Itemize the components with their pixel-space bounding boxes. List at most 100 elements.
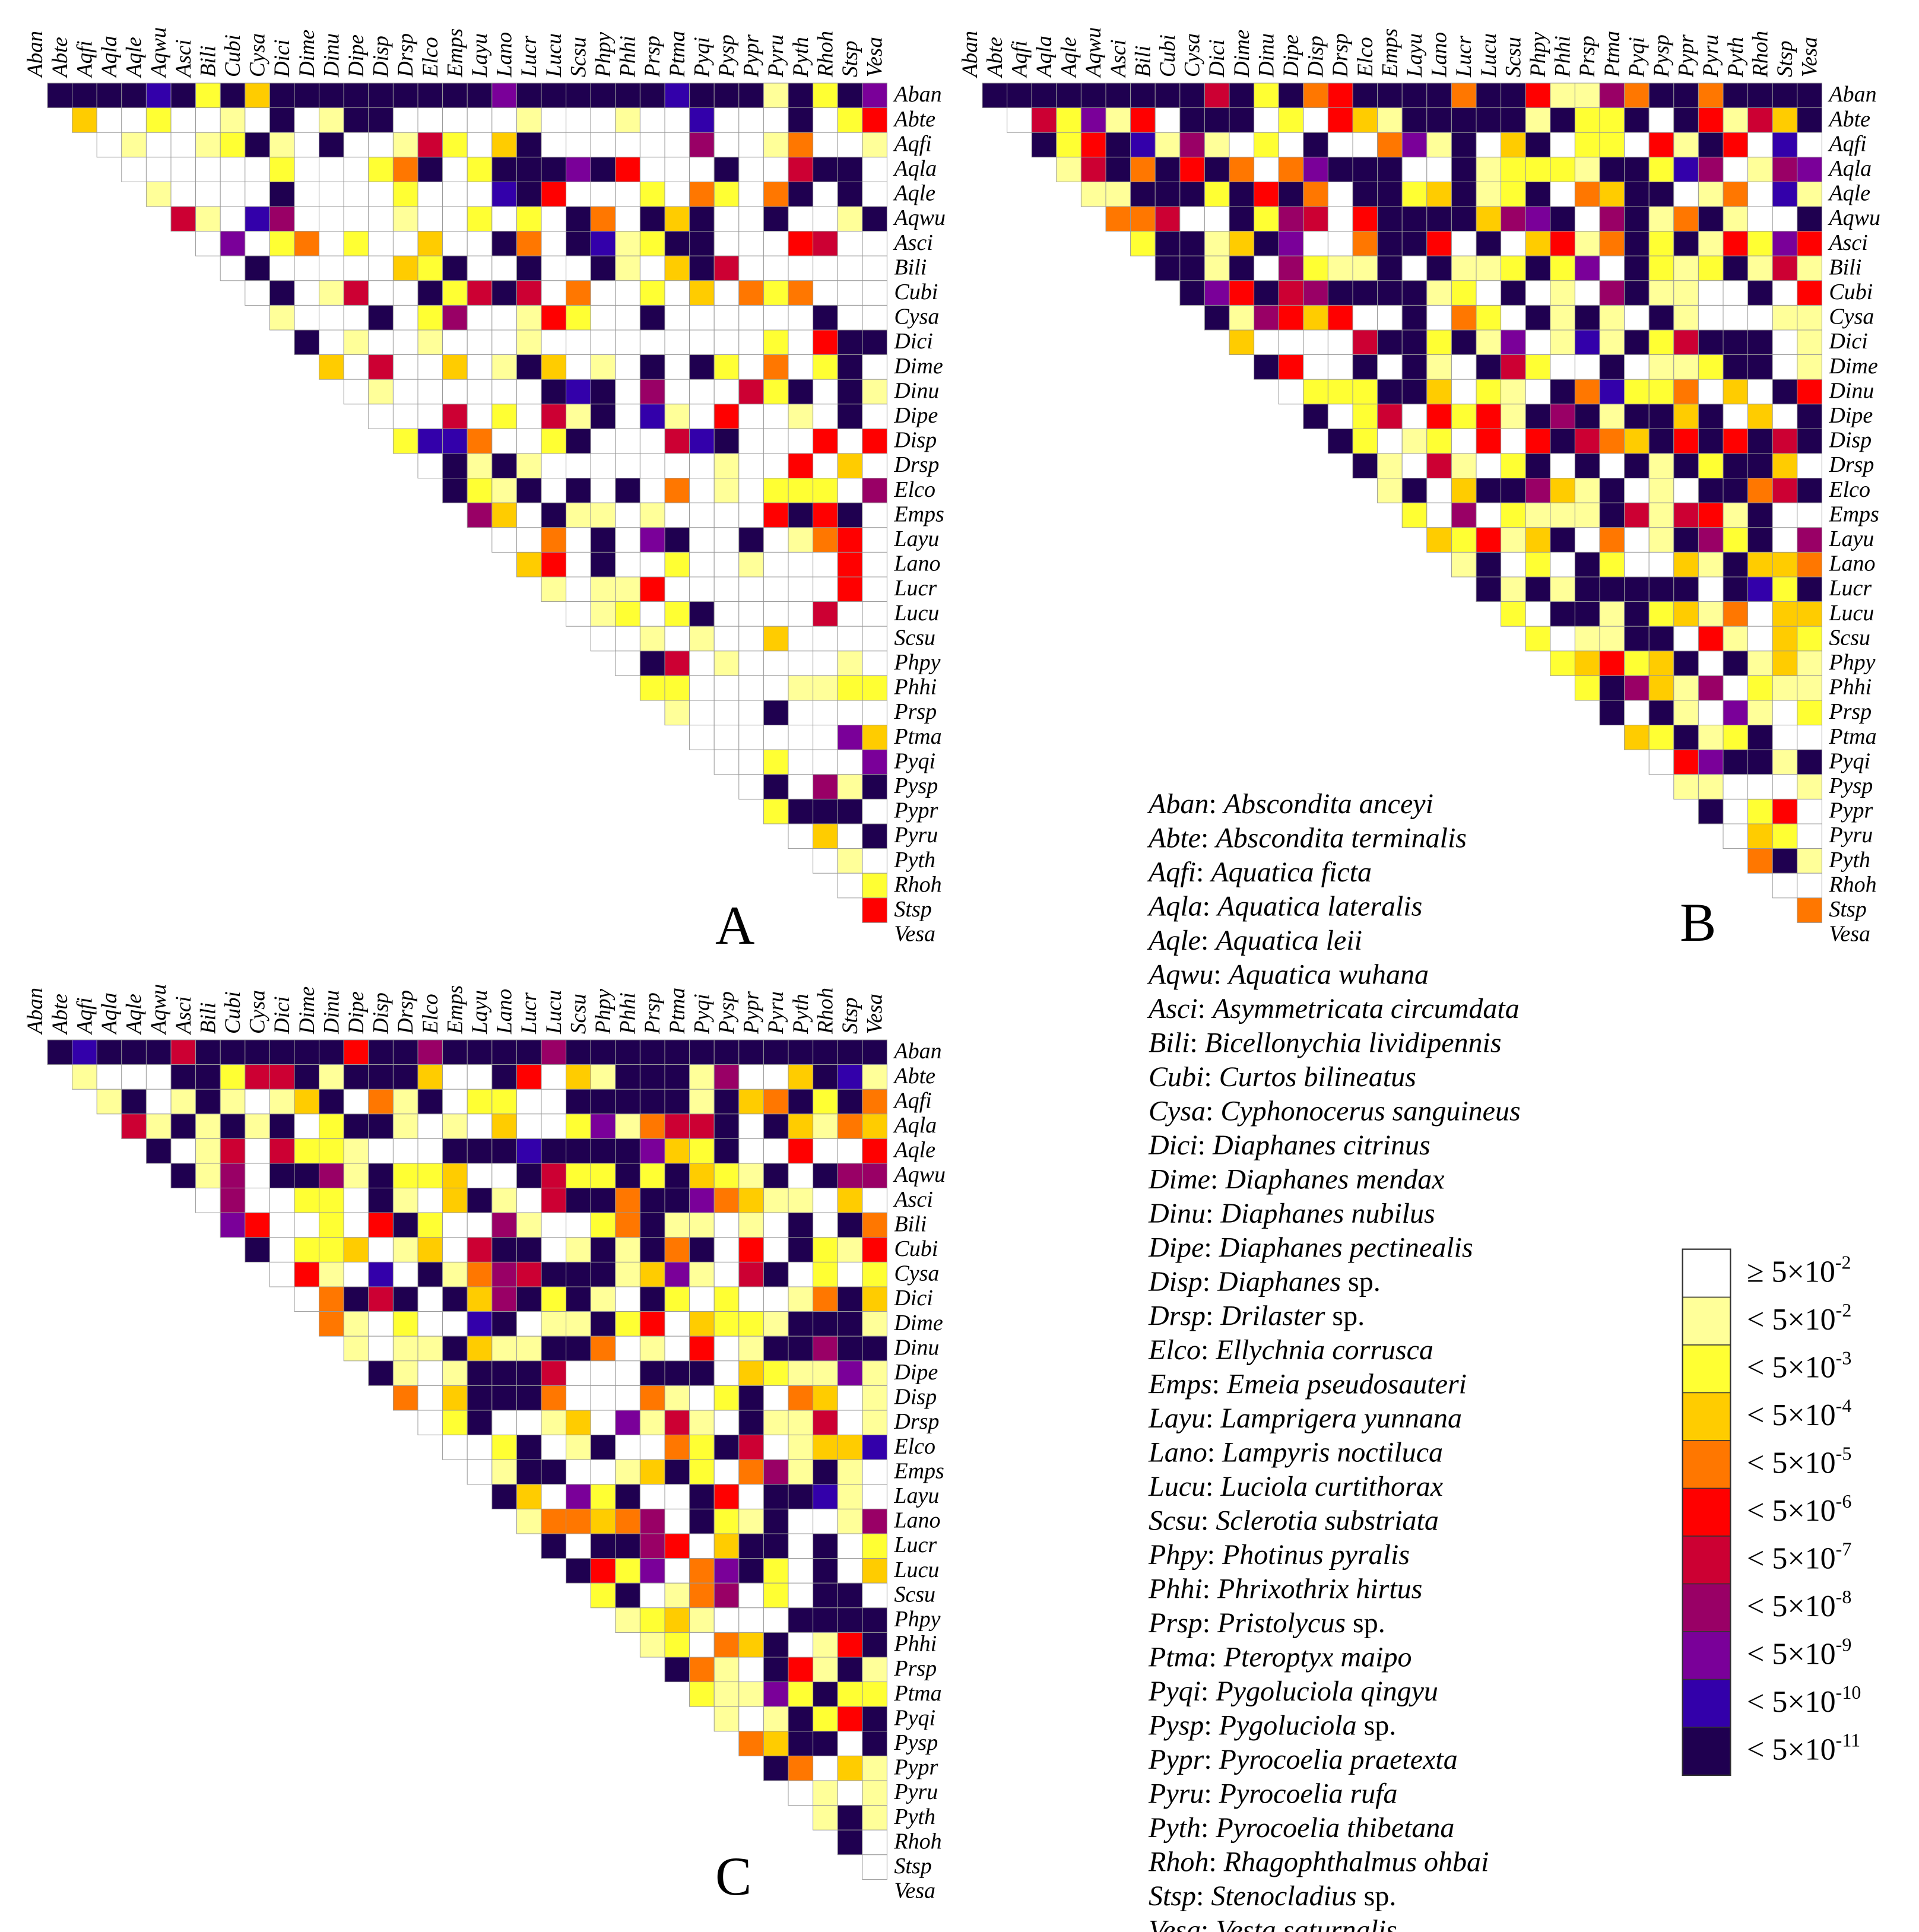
heatmap-cell [1797,551,1822,578]
heatmap-cell [566,576,591,602]
heatmap-cell [837,1706,863,1732]
heatmap-cell [516,1113,542,1139]
column-label: Phhi [616,36,640,78]
species-code: Bili [1149,1027,1190,1059]
heatmap-cell [813,1039,838,1065]
heatmap-cell [788,700,814,726]
species-code: Phpy [1148,1539,1207,1571]
heatmap-cell [639,1261,665,1287]
column-label: Pypr [740,34,764,78]
heatmap-cell [639,1410,665,1436]
species-name: Drilaster [1220,1300,1325,1332]
heatmap-cell [491,1286,517,1312]
heatmap-cell [1501,329,1526,356]
heatmap-cell [1747,132,1773,158]
heatmap-cell [639,157,665,182]
column-label: Scsu [566,994,591,1034]
heatmap-cell [1352,157,1378,182]
heatmap-cell [664,1435,690,1460]
heatmap-cell [837,1657,863,1683]
heatmap-cell [837,798,863,824]
heatmap-cell [442,453,468,479]
heatmap-cell [738,551,764,578]
row-label: Dici [1828,329,1867,354]
column-label: Dipe [344,34,369,78]
heatmap-cell [245,255,270,281]
heatmap-cell [862,1459,887,1485]
heatmap-cell [1229,206,1255,232]
heatmap-cell [1254,132,1279,158]
column-label: Dime [1230,30,1254,78]
heatmap-cell [1574,675,1600,701]
heatmap-cell [343,1286,369,1312]
heatmap-cell [763,231,789,256]
heatmap-cell [1278,280,1304,306]
heatmap-cell [1599,329,1625,356]
heatmap-cell [788,1163,814,1189]
heatmap-cell [738,1459,764,1485]
heatmap-cell [491,206,517,232]
species-legend-item: Aqla: Aquatica lateralis [1147,891,1422,922]
heatmap-cell [1550,255,1575,281]
heatmap-cell [862,1533,887,1559]
heatmap-cell [1648,304,1674,331]
column-label: Elco [1353,37,1378,78]
heatmap-cell [467,453,493,479]
heatmap-cell [788,280,814,306]
heatmap-cell [664,255,690,281]
heatmap-cell [1797,897,1822,923]
heatmap-cell [615,1064,640,1090]
heatmap-cell [813,1138,838,1164]
heatmap-cell [837,725,863,750]
heatmap-cell [516,132,542,158]
heatmap-cell [1648,157,1674,182]
heatmap-cell [788,206,814,232]
heatmap-cell [837,601,863,627]
column-label: Aqfi [1007,40,1032,79]
heatmap-cell [269,231,295,256]
heatmap-cell [738,181,764,207]
heatmap-cell [516,181,542,207]
heatmap-cell [269,132,295,158]
heatmap-cell [738,1657,764,1683]
heatmap-cell [1747,255,1773,281]
heatmap-cell [788,1632,814,1658]
heatmap-cell [1204,280,1230,306]
heatmap-cell [491,132,517,158]
heatmap-cell [392,231,418,256]
heatmap-cell [862,304,887,331]
heatmap-cell [491,404,517,429]
heatmap-cell [1254,329,1279,356]
heatmap-cell [417,231,443,256]
heatmap-cell [1426,157,1452,182]
heatmap-cell [269,181,295,207]
column-label: Elco [418,994,443,1035]
panel-letter: C [715,1846,751,1906]
heatmap-cell [788,626,814,652]
heatmap-cell [590,255,616,281]
heatmap-cell [368,206,394,232]
heatmap-cell [392,379,418,405]
heatmap-cell [713,1039,740,1065]
heatmap-cell [615,1508,640,1534]
heatmap-cell [837,1558,863,1584]
heatmap-cell [1624,83,1650,109]
heatmap-cell [639,1632,665,1658]
heatmap-cell [294,1188,320,1213]
row-label: Drsp [1828,452,1874,477]
heatmap-cell [417,1335,443,1362]
row-label: Abte [892,107,935,132]
heatmap-cell [442,231,468,256]
heatmap-cell [837,1682,863,1707]
heatmap-cell [738,1138,764,1164]
heatmap-cell [319,1089,344,1115]
heatmap-cell [590,576,616,602]
heatmap-cell [516,1435,542,1460]
heatmap-cell [1624,379,1650,405]
heatmap-cell [1476,329,1502,356]
heatmap-cell [1204,206,1230,232]
heatmap-cell [516,304,542,331]
heatmap-cell [862,1261,887,1287]
heatmap-cell [368,231,394,256]
heatmap-cell [442,1261,468,1287]
